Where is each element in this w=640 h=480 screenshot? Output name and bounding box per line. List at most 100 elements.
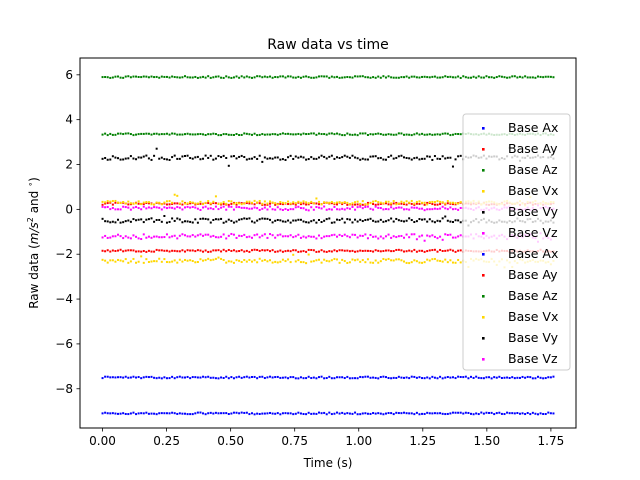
series-8-point bbox=[343, 134, 346, 137]
series-4-point bbox=[312, 157, 315, 160]
series-3-point bbox=[163, 201, 166, 204]
legend-label: Base Vz bbox=[508, 225, 558, 240]
series-0-point bbox=[508, 412, 511, 415]
series-3-point bbox=[184, 202, 186, 205]
series-7-point bbox=[359, 249, 362, 252]
series-10-point bbox=[312, 219, 315, 222]
series-4-point bbox=[408, 157, 411, 160]
series-11-point bbox=[410, 233, 413, 236]
series-7-point bbox=[354, 250, 357, 253]
series-6-point bbox=[485, 376, 488, 379]
series-2-point bbox=[454, 76, 457, 79]
series-0-point bbox=[336, 411, 339, 414]
series-4-point bbox=[232, 155, 235, 158]
series-11-point bbox=[348, 236, 351, 239]
series-8-point bbox=[243, 132, 246, 135]
series-9-point bbox=[199, 258, 202, 261]
series-4-point bbox=[109, 158, 112, 161]
series-0-point bbox=[449, 412, 452, 415]
series-5-point bbox=[336, 208, 339, 211]
series-8-point bbox=[101, 133, 104, 136]
series-0-point bbox=[238, 412, 241, 415]
series-5-point bbox=[395, 206, 398, 209]
series-5-point bbox=[165, 207, 168, 210]
series-3-point bbox=[384, 200, 387, 203]
series-5-point bbox=[377, 206, 380, 209]
series-3-point bbox=[207, 200, 210, 203]
series-9-point bbox=[348, 261, 351, 264]
series-2-point bbox=[354, 75, 357, 78]
series-4-point bbox=[127, 157, 130, 160]
series-0-point bbox=[392, 413, 395, 416]
series-6-point bbox=[351, 377, 354, 380]
series-6-point bbox=[315, 377, 318, 380]
series-5-point bbox=[147, 206, 150, 209]
series-10-point bbox=[150, 217, 153, 220]
series-5-point bbox=[194, 206, 197, 209]
series-2-point bbox=[315, 76, 318, 79]
series-9-point bbox=[240, 261, 243, 264]
series-3-point bbox=[359, 202, 362, 205]
series-2-point bbox=[176, 76, 179, 79]
series-4-point bbox=[168, 158, 171, 161]
series-10-point bbox=[261, 217, 264, 220]
series-10-point bbox=[129, 220, 132, 223]
x-tick-label: 1.00 bbox=[345, 434, 372, 448]
series-7-point bbox=[245, 249, 248, 252]
series-7-point bbox=[240, 249, 243, 252]
series-4-point bbox=[441, 155, 444, 158]
series-3-point bbox=[225, 202, 228, 205]
series-1-point bbox=[248, 202, 251, 205]
series-5-point bbox=[307, 209, 310, 212]
series-4-point bbox=[248, 157, 251, 160]
series-3-point bbox=[196, 202, 199, 205]
series-7-point bbox=[109, 250, 112, 253]
series-4-point bbox=[397, 155, 400, 158]
series-5-point bbox=[104, 206, 107, 209]
series-2-point bbox=[418, 76, 421, 79]
series-8-point bbox=[256, 134, 259, 137]
series-2-point bbox=[346, 76, 349, 79]
series-6-point bbox=[227, 377, 230, 380]
series-5-point bbox=[361, 207, 364, 210]
series-0-point bbox=[415, 411, 418, 414]
series-8-point bbox=[168, 133, 171, 136]
series-4-point bbox=[305, 158, 308, 161]
series-4-point bbox=[142, 155, 145, 158]
series-10-point bbox=[181, 221, 184, 224]
series-3-point bbox=[276, 203, 279, 206]
series-11-point bbox=[310, 235, 313, 238]
series-2-point bbox=[250, 76, 253, 79]
series-7-point bbox=[132, 249, 135, 252]
series-2-point bbox=[459, 76, 462, 79]
series-7-point bbox=[403, 250, 406, 253]
series-0-point bbox=[477, 413, 480, 416]
series-9-point bbox=[276, 261, 279, 264]
legend-marker bbox=[482, 127, 485, 130]
series-3-point bbox=[431, 200, 434, 203]
series-0-point bbox=[500, 412, 503, 415]
series-3-point bbox=[104, 201, 107, 204]
series-3-point bbox=[178, 202, 181, 205]
series-9-point bbox=[320, 261, 323, 264]
series-6-point bbox=[328, 375, 331, 378]
series-9-point bbox=[217, 256, 220, 259]
series-3-point bbox=[147, 201, 150, 204]
series-0-point bbox=[199, 411, 202, 414]
series-0-point bbox=[137, 412, 140, 415]
series-8-point bbox=[140, 132, 143, 135]
series-9-point bbox=[204, 259, 207, 262]
series-0-point bbox=[320, 412, 323, 415]
series-4-point bbox=[189, 156, 192, 159]
series-11-point bbox=[142, 233, 145, 236]
series-5-point bbox=[109, 208, 112, 211]
series-8-point bbox=[323, 133, 326, 136]
series-0-point bbox=[184, 412, 186, 415]
series-0-point bbox=[307, 411, 310, 414]
series-7-point bbox=[204, 249, 207, 252]
series-11-point bbox=[145, 236, 148, 239]
series-4-point bbox=[421, 157, 424, 160]
series-0-point bbox=[397, 412, 400, 415]
series-10-point bbox=[439, 220, 442, 223]
series-9-point bbox=[256, 261, 259, 264]
